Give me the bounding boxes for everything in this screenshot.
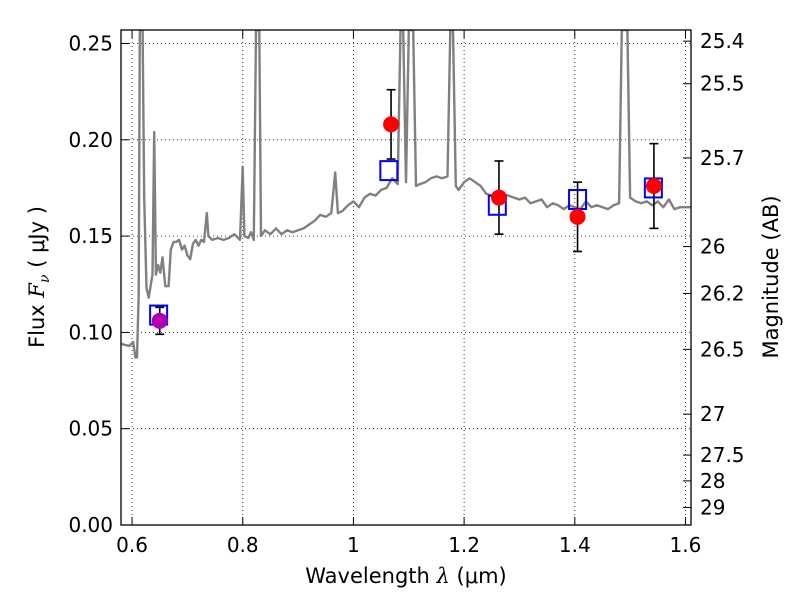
y2-tick-label: 26.2 xyxy=(700,281,745,305)
x-tick-label: 1.4 xyxy=(559,533,591,557)
observed-point xyxy=(151,312,168,329)
x-tick-label: 0.6 xyxy=(116,533,148,557)
y2-tick-label: 28 xyxy=(700,469,725,493)
x-axis-title: Wavelength λ (μm) xyxy=(305,564,506,588)
y2-tick-label: 29 xyxy=(700,495,725,519)
y2-tick-label: 25.4 xyxy=(700,29,745,53)
y-axis-ticks: 0.00 0.05 0.10 0.15 0.20 0.25 xyxy=(68,31,129,537)
y2-tick-label: 27.5 xyxy=(700,443,745,467)
observed-point xyxy=(383,116,400,133)
plot-frame xyxy=(120,29,692,526)
x-tick-label: 1.2 xyxy=(448,533,480,557)
plot-area xyxy=(121,30,691,359)
y-tick-label: 0.20 xyxy=(68,128,113,152)
observed-points xyxy=(151,116,662,329)
model-photometry-boxes xyxy=(149,160,663,326)
y2-tick-label: 27 xyxy=(700,402,725,426)
y-tick-label: 0.15 xyxy=(68,224,113,248)
model-box xyxy=(379,160,399,182)
y2-axis-title: Magnitude (AB) xyxy=(759,195,783,358)
y-tick-label: 0.25 xyxy=(68,31,113,55)
model-spectrum-line xyxy=(121,30,691,359)
y-tick-label: 0.00 xyxy=(68,513,113,537)
y-tick-label: 0.10 xyxy=(68,320,113,344)
grid-lines xyxy=(121,30,691,526)
y2-tick-label: 25.5 xyxy=(700,72,745,96)
x-tick-label: 1.6 xyxy=(670,533,702,557)
y-tick-label: 0.05 xyxy=(68,417,113,441)
y2-tick-label: 26 xyxy=(700,235,725,259)
y-axis-title: Flux Fν ( μJy ) xyxy=(25,206,53,348)
y2-tick-label: 26.5 xyxy=(700,337,745,361)
observed-point xyxy=(645,178,662,195)
observed-point xyxy=(569,208,586,225)
observed-point xyxy=(490,189,507,206)
x-tick-label: 1 xyxy=(347,533,360,557)
y2-tick-label: 25.7 xyxy=(700,146,745,170)
x-tick-label: 0.8 xyxy=(227,533,259,557)
x-axis-ticks: 0.6 0.8 1 1.2 1.4 1.6 xyxy=(116,30,701,557)
